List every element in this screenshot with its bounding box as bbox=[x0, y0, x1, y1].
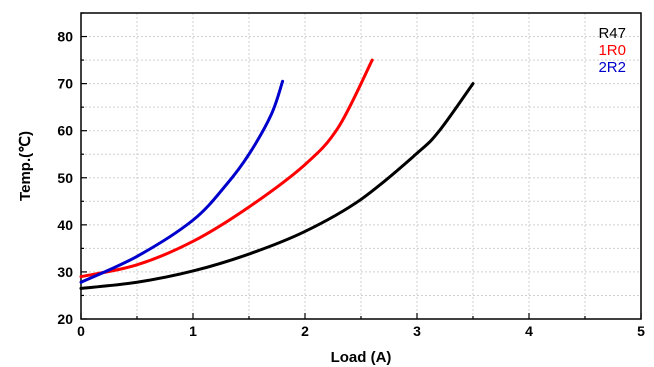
axis-ticks bbox=[80, 12, 642, 320]
legend-entry-2r2: 2R2 bbox=[598, 59, 626, 76]
y-tick-label: 50 bbox=[57, 170, 73, 186]
x-tick-label: 5 bbox=[637, 323, 645, 339]
y-tick-label: 60 bbox=[57, 123, 73, 139]
grid-lines bbox=[81, 13, 641, 319]
x-tick-label: 0 bbox=[77, 323, 85, 339]
x-tick-label: 1 bbox=[189, 323, 197, 339]
series-layer bbox=[79, 58, 475, 290]
y-tick-label: 20 bbox=[57, 311, 73, 327]
y-tick-label: 70 bbox=[57, 76, 73, 92]
y-tick-label: 40 bbox=[57, 217, 73, 233]
y-tick-label: 80 bbox=[57, 29, 73, 45]
series-line-2r2 bbox=[79, 79, 285, 284]
y-axis-title: Temp.(℃) bbox=[17, 131, 34, 201]
series-line-1r0 bbox=[79, 58, 374, 279]
x-axis-title: Load (A) bbox=[331, 349, 392, 366]
x-tick-label: 3 bbox=[413, 323, 421, 339]
legend-entry-1r0: 1R0 bbox=[598, 42, 626, 59]
series-line-r47 bbox=[79, 82, 475, 290]
x-tick-label: 4 bbox=[525, 323, 533, 339]
x-tick-label: 2 bbox=[301, 323, 309, 339]
y-tick-label: 30 bbox=[57, 264, 73, 280]
tick-labels: 0 1 2 3 4 5 20 30 40 50 60 70 80 bbox=[57, 29, 645, 339]
legend-entry-r47: R47 bbox=[598, 25, 626, 42]
